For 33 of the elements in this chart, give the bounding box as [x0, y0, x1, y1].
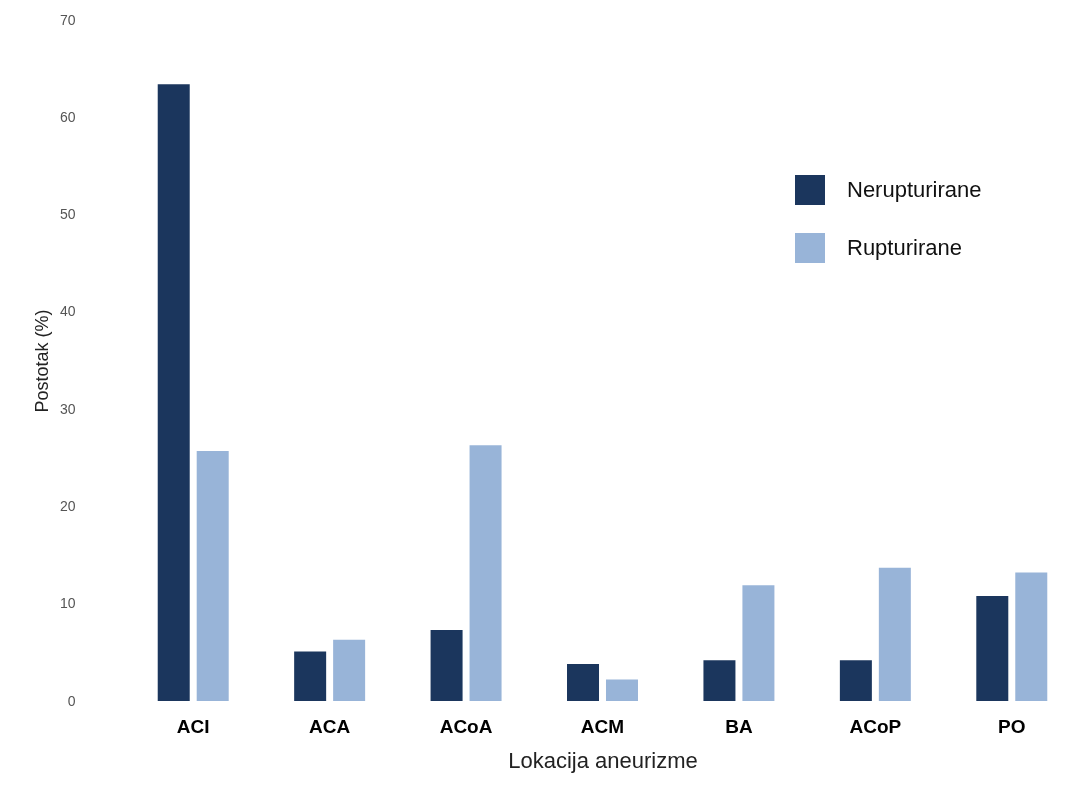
- bar: [605, 679, 638, 701]
- y-tick-label: 10: [59, 595, 76, 612]
- bar: [839, 660, 872, 701]
- bar: [157, 84, 190, 701]
- x-tick-label: ACI: [176, 715, 210, 737]
- bar: [878, 567, 911, 701]
- bar: [294, 651, 327, 701]
- legend-label: Nerupturirane: [847, 177, 982, 202]
- x-tick-label: BA: [725, 715, 753, 737]
- x-tick-label: PO: [998, 715, 1026, 737]
- bar: [1015, 572, 1048, 701]
- bar: [742, 585, 775, 701]
- bar: [469, 445, 502, 701]
- y-tick-label: 40: [59, 303, 76, 320]
- x-axis-title: Lokacija aneurizme: [508, 747, 698, 773]
- y-tick-label: 50: [59, 206, 76, 223]
- y-tick-label: 30: [59, 400, 76, 417]
- bar: [976, 595, 1009, 701]
- y-axis-title: Postotak (%): [31, 309, 52, 413]
- y-tick-label: 0: [67, 692, 76, 709]
- bar: [333, 639, 366, 701]
- legend-label: Rupturirane: [847, 235, 962, 260]
- y-tick-label: 70: [59, 11, 76, 28]
- bar: [196, 450, 229, 701]
- y-tick-label: 20: [59, 497, 76, 514]
- bar: [567, 664, 600, 701]
- x-tick-label: ACA: [309, 715, 351, 737]
- x-tick-label: ACM: [580, 715, 625, 737]
- x-tick-label: ACoA: [439, 715, 493, 737]
- bar: [430, 629, 463, 701]
- y-tick-label: 60: [59, 108, 76, 125]
- x-tick-label: ACoP: [849, 715, 902, 737]
- bar: [703, 660, 736, 701]
